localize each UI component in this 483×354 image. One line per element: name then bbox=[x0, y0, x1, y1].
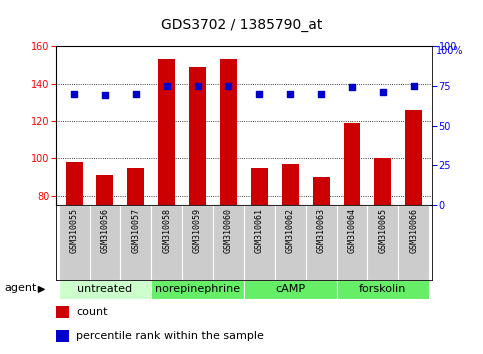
FancyBboxPatch shape bbox=[398, 205, 429, 280]
Text: GSM310063: GSM310063 bbox=[317, 207, 326, 252]
Point bbox=[70, 91, 78, 97]
FancyBboxPatch shape bbox=[337, 205, 368, 280]
Bar bbox=[128, 168, 144, 205]
Bar bbox=[220, 59, 237, 205]
FancyBboxPatch shape bbox=[120, 205, 151, 280]
Point bbox=[317, 91, 325, 97]
FancyBboxPatch shape bbox=[368, 205, 398, 280]
FancyBboxPatch shape bbox=[337, 280, 429, 299]
Text: count: count bbox=[76, 307, 108, 317]
Text: percentile rank within the sample: percentile rank within the sample bbox=[76, 331, 264, 341]
Text: GSM310055: GSM310055 bbox=[70, 207, 79, 252]
Bar bbox=[158, 59, 175, 205]
Point bbox=[132, 91, 140, 97]
Text: GSM310060: GSM310060 bbox=[224, 207, 233, 252]
FancyBboxPatch shape bbox=[58, 280, 151, 299]
Text: GSM310065: GSM310065 bbox=[378, 207, 387, 252]
Bar bbox=[343, 123, 360, 205]
Point bbox=[256, 91, 263, 97]
Text: agent: agent bbox=[5, 282, 37, 293]
Text: untreated: untreated bbox=[77, 284, 132, 295]
Point bbox=[348, 85, 356, 90]
FancyBboxPatch shape bbox=[244, 205, 275, 280]
Text: norepinephrine: norepinephrine bbox=[155, 284, 240, 295]
Text: GSM310058: GSM310058 bbox=[162, 207, 171, 252]
Bar bbox=[282, 164, 298, 205]
FancyBboxPatch shape bbox=[58, 205, 89, 280]
Point bbox=[163, 83, 170, 88]
Bar bbox=[189, 67, 206, 205]
Bar bbox=[56, 306, 69, 318]
Text: cAMP: cAMP bbox=[275, 284, 305, 295]
Point bbox=[410, 83, 418, 88]
FancyBboxPatch shape bbox=[244, 280, 337, 299]
Point bbox=[194, 83, 201, 88]
Bar bbox=[251, 168, 268, 205]
Point bbox=[225, 83, 232, 88]
Bar bbox=[313, 177, 329, 205]
Point bbox=[379, 89, 387, 95]
Text: GDS3702 / 1385790_at: GDS3702 / 1385790_at bbox=[161, 18, 322, 32]
FancyBboxPatch shape bbox=[275, 205, 306, 280]
Text: GSM310057: GSM310057 bbox=[131, 207, 141, 252]
FancyBboxPatch shape bbox=[306, 205, 337, 280]
FancyBboxPatch shape bbox=[89, 205, 120, 280]
Bar bbox=[97, 175, 114, 205]
Bar bbox=[405, 110, 422, 205]
Text: GSM310066: GSM310066 bbox=[409, 207, 418, 252]
Point bbox=[286, 91, 294, 97]
Text: 100%: 100% bbox=[437, 46, 464, 56]
FancyBboxPatch shape bbox=[151, 280, 244, 299]
Text: forskolin: forskolin bbox=[359, 284, 407, 295]
Text: GSM310064: GSM310064 bbox=[347, 207, 356, 252]
Bar bbox=[374, 159, 391, 205]
Bar bbox=[66, 162, 83, 205]
Text: GSM310062: GSM310062 bbox=[286, 207, 295, 252]
FancyBboxPatch shape bbox=[213, 205, 244, 280]
FancyBboxPatch shape bbox=[151, 205, 182, 280]
FancyBboxPatch shape bbox=[182, 205, 213, 280]
Bar bbox=[56, 330, 69, 342]
Text: GSM310061: GSM310061 bbox=[255, 207, 264, 252]
Text: GSM310059: GSM310059 bbox=[193, 207, 202, 252]
Point bbox=[101, 92, 109, 98]
Text: GSM310056: GSM310056 bbox=[100, 207, 110, 252]
